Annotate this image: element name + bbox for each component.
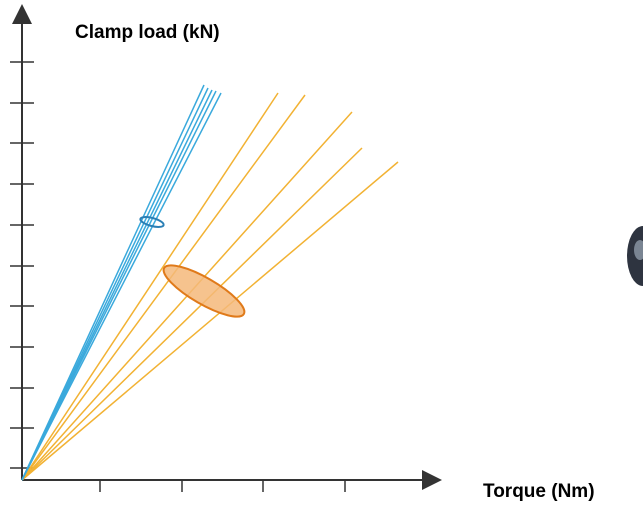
axes [12,4,442,490]
x-ticks [99,480,346,492]
blue-lines [21,84,222,481]
y-axis-label: Clamp load (kN) [75,22,220,43]
orange-scatter-ellipse [162,264,246,318]
x-axis-label: Torque (Nm) [483,481,595,502]
blue-scatter-ellipse [139,216,165,228]
partial-image [627,226,643,286]
